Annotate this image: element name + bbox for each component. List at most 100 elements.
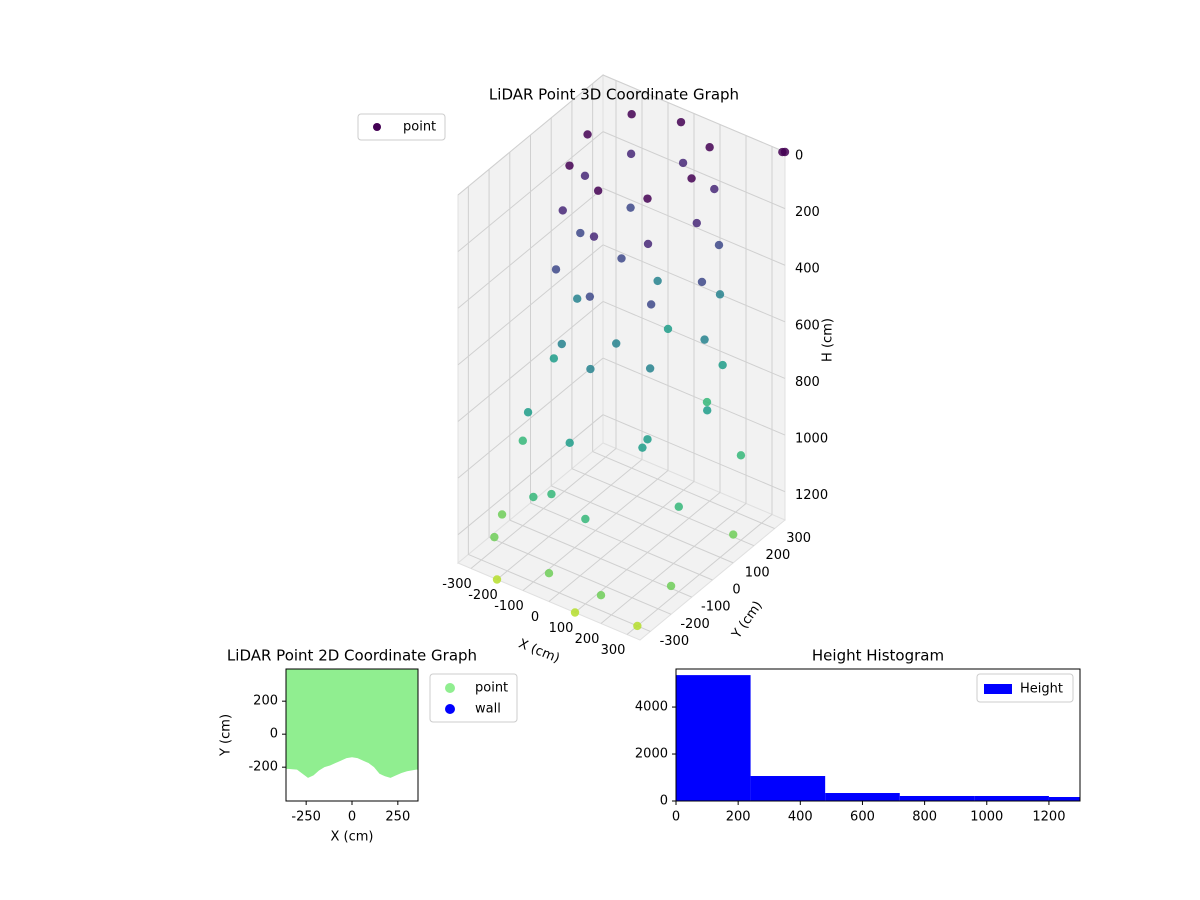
grid-line bbox=[602, 357, 786, 436]
grid-line bbox=[457, 357, 604, 479]
x-tick-label: -100 bbox=[494, 599, 524, 614]
x-tick-label: 100 bbox=[549, 621, 574, 636]
bar bbox=[750, 776, 826, 801]
grid-line bbox=[457, 74, 604, 196]
chart-title: LiDAR Point 3D Coordinate Graph bbox=[489, 86, 739, 104]
x-tick-label: 0 bbox=[531, 610, 539, 625]
h-tick-label: 200 bbox=[795, 205, 820, 220]
bar bbox=[974, 795, 1049, 801]
y-tick-label: -200 bbox=[680, 617, 710, 632]
point bbox=[666, 581, 676, 591]
legend-box bbox=[976, 673, 1074, 703]
y-tick-label: 0 bbox=[660, 794, 668, 809]
point bbox=[729, 530, 738, 539]
point bbox=[573, 294, 582, 303]
point bbox=[547, 489, 556, 499]
h-tick-label: 0 bbox=[795, 149, 803, 164]
point-area bbox=[286, 669, 418, 778]
point bbox=[678, 158, 688, 168]
point bbox=[589, 232, 599, 241]
x-tick-label: 0 bbox=[672, 810, 680, 825]
x-axis-label: X (cm) bbox=[331, 830, 374, 845]
points bbox=[490, 110, 790, 631]
point bbox=[638, 443, 647, 452]
h-tick-label: 800 bbox=[795, 375, 820, 390]
grid-line bbox=[602, 131, 786, 210]
point bbox=[645, 364, 655, 373]
chart-title: LiDAR Point 2D Coordinate Graph bbox=[227, 647, 477, 665]
y-tick-label: 2000 bbox=[635, 747, 668, 762]
legend-label: point bbox=[403, 120, 436, 135]
y-tick-label: 200 bbox=[253, 694, 278, 709]
point bbox=[663, 324, 673, 334]
point bbox=[643, 239, 653, 249]
point bbox=[633, 621, 642, 631]
point bbox=[626, 149, 636, 159]
grid-line bbox=[571, 468, 755, 547]
point bbox=[646, 300, 656, 309]
point bbox=[718, 360, 727, 370]
point bbox=[687, 174, 696, 183]
point bbox=[674, 502, 683, 511]
point bbox=[710, 184, 719, 194]
point bbox=[580, 171, 590, 181]
legend-marker bbox=[373, 123, 381, 131]
point bbox=[557, 339, 566, 349]
point bbox=[653, 276, 662, 286]
grid-line bbox=[509, 519, 692, 598]
x-tick-label: 600 bbox=[850, 810, 875, 825]
point bbox=[778, 147, 787, 157]
y-axis-label: Y (cm) bbox=[219, 714, 234, 757]
bar bbox=[676, 675, 751, 801]
y-tick-label: 4000 bbox=[635, 700, 668, 715]
point bbox=[736, 451, 746, 460]
h-tick-label: 600 bbox=[795, 318, 820, 333]
x-tick-label: 0 bbox=[348, 810, 356, 825]
point bbox=[643, 194, 652, 203]
point bbox=[643, 435, 652, 444]
point bbox=[692, 218, 701, 228]
x-tick-label: 300 bbox=[601, 643, 626, 658]
grid-line bbox=[530, 502, 713, 581]
y-tick-label: 0 bbox=[270, 727, 278, 742]
grid-line bbox=[551, 485, 734, 564]
legend-marker bbox=[445, 683, 455, 693]
h-tick-label: 1200 bbox=[795, 488, 828, 503]
x-tick-label: 800 bbox=[912, 810, 937, 825]
point bbox=[617, 254, 626, 263]
h-tick-label: 1000 bbox=[795, 432, 828, 447]
x-tick-label: 250 bbox=[385, 810, 410, 825]
point bbox=[703, 406, 712, 415]
point bbox=[583, 130, 592, 139]
point bbox=[523, 408, 533, 417]
bar bbox=[1048, 797, 1080, 801]
grid-line bbox=[602, 301, 786, 379]
point bbox=[627, 110, 636, 119]
legend-label: point bbox=[475, 681, 508, 696]
point bbox=[714, 240, 724, 250]
point bbox=[518, 436, 527, 445]
grid-line bbox=[592, 451, 775, 530]
point bbox=[529, 492, 538, 502]
x-tick-label: 1000 bbox=[970, 810, 1003, 825]
point bbox=[593, 186, 603, 195]
point bbox=[612, 339, 621, 348]
point bbox=[715, 290, 725, 299]
legend-marker bbox=[984, 684, 1012, 694]
point bbox=[558, 206, 567, 215]
point bbox=[565, 161, 574, 170]
bar bbox=[825, 793, 900, 801]
h-tick-label: 400 bbox=[795, 262, 820, 277]
y-tick-label: -200 bbox=[248, 760, 278, 775]
point bbox=[700, 335, 709, 344]
point bbox=[596, 590, 606, 600]
x-tick-label: -300 bbox=[442, 577, 472, 592]
bars bbox=[676, 675, 1080, 801]
grid-line bbox=[602, 244, 786, 323]
area-plot bbox=[286, 669, 418, 778]
grid-line bbox=[457, 301, 604, 422]
bar bbox=[899, 795, 975, 801]
grid-line bbox=[457, 131, 604, 253]
grid-line bbox=[457, 244, 604, 366]
